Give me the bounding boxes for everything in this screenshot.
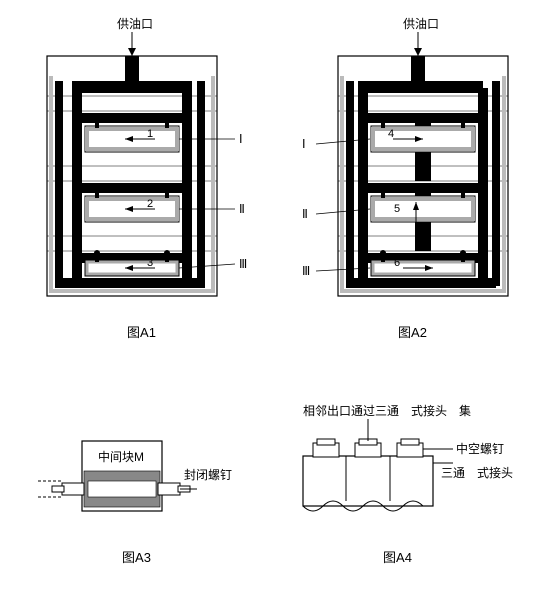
inlet-label: 供油口 — [117, 17, 153, 31]
figure-a2: 供油口 — [298, 16, 528, 341]
caption-a1: 图A1 — [27, 322, 257, 341]
annotation-1: Ⅰ — [302, 137, 306, 151]
piston-number-1: 1 — [147, 128, 153, 140]
piston-number-3: 3 — [147, 257, 153, 269]
block-label: 中间块M — [98, 449, 144, 464]
piston-number-6: 6 — [394, 257, 400, 269]
a4-label-0: 中空螺钉 — [456, 441, 504, 456]
piston-number-2: 2 — [147, 198, 153, 210]
figure-a3: 中间块M 封闭螺钉 图A3 — [32, 431, 242, 566]
figure-a2-svg: 供油口 — [298, 16, 528, 316]
annotation-1: Ⅰ — [239, 132, 243, 146]
piston-number-4: 4 — [388, 128, 394, 140]
a4-title: 相邻出口通过三通 式接头 集 — [303, 403, 471, 418]
annotation-2: Ⅱ — [239, 202, 245, 216]
annotation-3: Ⅲ — [302, 264, 310, 278]
figure-a4: 相邻出口通过三通 式接头 集 中空螺钉 三通 式接头 — [273, 401, 523, 566]
caption-a2: 图A2 — [298, 322, 528, 341]
annotation-2: Ⅱ — [302, 207, 308, 221]
figure-a4-svg: 相邻出口通过三通 式接头 集 中空螺钉 三通 式接头 — [273, 401, 523, 541]
a4-label-1: 三通 式接头 — [441, 465, 513, 480]
figure-a1-svg: 供油口 — [27, 16, 257, 316]
figure-a3-svg: 中间块M 封闭螺钉 — [32, 431, 242, 541]
piston-number-5: 5 — [394, 203, 400, 215]
screw-label: 封闭螺钉 — [184, 468, 232, 482]
caption-a4: 图A4 — [273, 547, 523, 566]
figure-a1: 供油口 — [27, 16, 257, 341]
annotation-3: Ⅲ — [239, 257, 247, 271]
inlet-label: 供油口 — [403, 17, 439, 31]
caption-a3: 图A3 — [32, 547, 242, 566]
